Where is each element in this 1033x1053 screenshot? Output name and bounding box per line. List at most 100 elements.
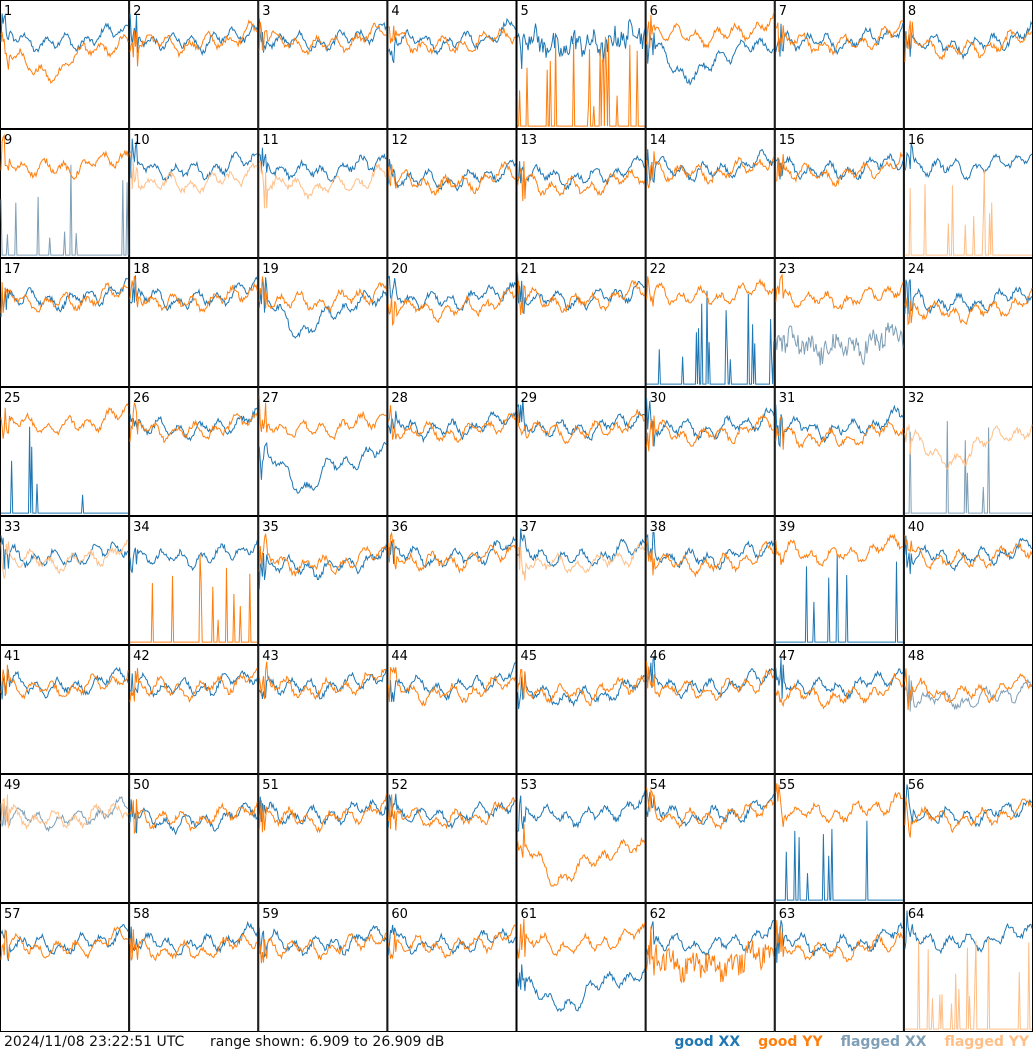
panel-border: [387, 129, 517, 258]
panel-label: 40: [908, 520, 925, 535]
panel-label: 52: [391, 778, 408, 793]
antenna-panel: 27: [258, 387, 388, 516]
antenna-panel: 7: [774, 0, 904, 129]
panel-border: [516, 129, 646, 258]
antenna-panel: 29: [516, 387, 646, 516]
panel-label: 30: [650, 391, 667, 406]
series-yy-line: [387, 160, 516, 196]
panel-label: 8: [908, 4, 916, 19]
series-yy-line: [517, 669, 645, 707]
panel-label: 26: [133, 391, 150, 406]
series-yy-line: [775, 273, 904, 311]
series-yy-line: [130, 554, 258, 643]
antenna-panel: 57: [0, 903, 130, 1032]
panel-label: 64: [908, 907, 925, 922]
panel-label: 24: [908, 262, 925, 277]
series-yy-line: [387, 667, 516, 707]
series-xx-line: [258, 441, 387, 494]
panel-border: [0, 903, 130, 1032]
panel-label: 60: [391, 907, 408, 922]
series-xx-line: [129, 138, 258, 184]
series-yy-line: [0, 403, 129, 439]
antenna-panel: 46: [645, 645, 775, 774]
antenna-panel: 31: [774, 387, 904, 516]
legend: good XX good YY flagged XX flagged YY: [656, 1032, 1029, 1053]
panel-border: [258, 645, 388, 774]
series-yy-line: [646, 151, 775, 189]
series-yy-line: [517, 407, 645, 445]
series-yy-line: [904, 797, 1033, 838]
panel-border: [645, 387, 775, 516]
panel-border: [387, 516, 517, 645]
antenna-panel: 17: [0, 258, 130, 387]
series-yy-line: [0, 31, 129, 84]
series-xx-line: [0, 277, 129, 318]
series-yy-line: [0, 281, 129, 314]
panel-label: 44: [391, 649, 408, 664]
panel-border: [129, 0, 259, 129]
panel-label: 32: [908, 391, 925, 406]
antenna-panel: 63: [774, 903, 904, 1032]
series-yy-line: [258, 932, 387, 964]
panel-border: [0, 516, 130, 645]
series-yy-line: [258, 533, 387, 577]
series-xx-line: [258, 277, 387, 339]
panel-border: [387, 258, 517, 387]
panel-label: 61: [521, 907, 538, 922]
series-xx-line: [129, 275, 258, 312]
panel-border: [645, 516, 775, 645]
panel-label: 49: [4, 778, 21, 793]
timestamp-label: 2024/11/08 23:22:51 UTC: [4, 1034, 185, 1050]
panel-label: 28: [391, 391, 408, 406]
series-xx-line: [0, 535, 129, 570]
series-xx-line: [517, 964, 646, 1013]
antenna-panel: 23: [774, 258, 904, 387]
series-xx-line: [387, 535, 516, 568]
panel-border: [387, 774, 517, 903]
antenna-panel: 41: [0, 645, 130, 774]
panel-label: 16: [908, 133, 925, 148]
antenna-panel: 8: [903, 0, 1033, 129]
panel-label: 57: [4, 907, 21, 922]
panel-label: 31: [779, 391, 796, 406]
antenna-panel: 37: [516, 516, 646, 645]
series-xx-line: [517, 18, 646, 70]
series-yy-line: [517, 918, 646, 959]
panel-border: [774, 258, 904, 387]
antenna-panel: 38: [645, 516, 775, 645]
panel-label: 56: [908, 778, 925, 793]
series-yy-line: [388, 25, 516, 55]
series-xx-line: [646, 290, 775, 385]
series-yy-line: [517, 161, 646, 202]
series-yy-line: [775, 533, 903, 567]
panel-label: 7: [779, 4, 787, 19]
panel-border: [129, 774, 259, 903]
panel-label: 17: [4, 262, 21, 277]
series-xx-line: [129, 13, 258, 56]
panel-border: [516, 774, 646, 903]
panel-border: [645, 903, 775, 1032]
series-xx-line: [775, 920, 904, 963]
series-xx-line: [387, 275, 516, 311]
series-xx-line: [904, 143, 1033, 181]
series-xx-line: [904, 675, 1033, 712]
panel-border: [774, 645, 904, 774]
panel-label: 55: [779, 778, 796, 793]
panel-border: [903, 129, 1033, 258]
series-xx-line: [775, 820, 903, 901]
antenna-panel: 58: [129, 903, 259, 1032]
series-yy-line: [646, 276, 775, 307]
antenna-panel: 32: [903, 387, 1033, 516]
antenna-panel: 61: [516, 903, 646, 1032]
series-yy-line: [646, 787, 775, 831]
panel-border: [258, 387, 388, 516]
series-xx-line: [775, 404, 904, 448]
series-yy-line: [258, 395, 387, 441]
series-xx-line: [775, 22, 904, 57]
series-yy-line: [258, 661, 387, 700]
panel-border: [387, 0, 517, 129]
panel-border: [387, 645, 517, 774]
panel-border: [129, 645, 259, 774]
antenna-panel: 14: [645, 129, 775, 258]
